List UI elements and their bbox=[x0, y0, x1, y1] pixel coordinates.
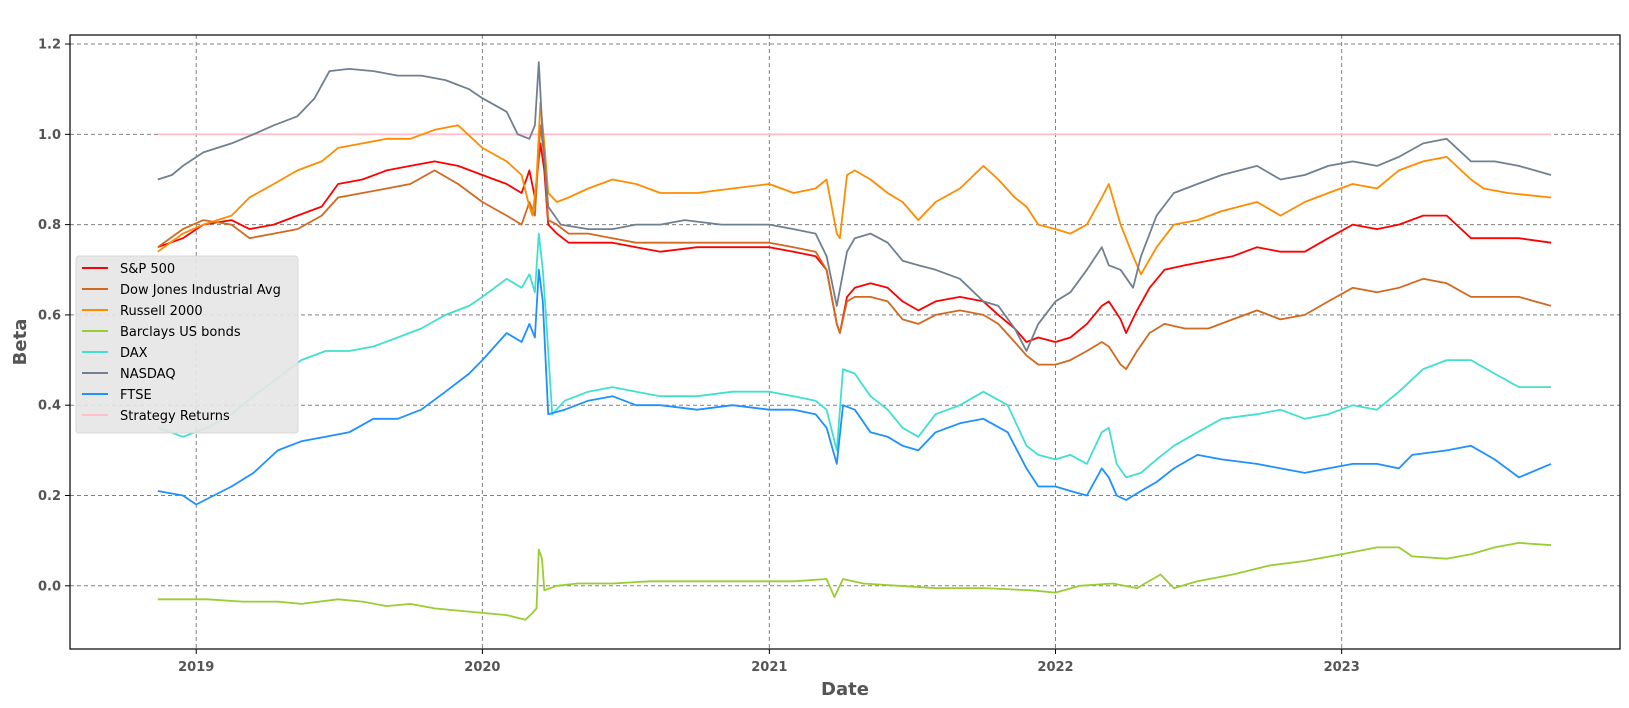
series-line-s-p-500 bbox=[157, 142, 1552, 343]
series-line-ftse bbox=[157, 268, 1552, 506]
x-axis-title: Date bbox=[821, 679, 869, 700]
legend-label-barclays-us-bonds: Barclays US bonds bbox=[120, 325, 241, 340]
y-tick-label: 1.2 bbox=[38, 38, 61, 53]
series-lines bbox=[157, 61, 1552, 621]
legend-label-nasdaq: NASDAQ bbox=[120, 367, 176, 382]
legend-label-dax: DAX bbox=[120, 346, 148, 361]
y-tick-label: 0.6 bbox=[38, 308, 61, 323]
x-tick-label: 2023 bbox=[1324, 660, 1360, 675]
plot-frame bbox=[69, 34, 1621, 650]
y-tick-label: 0.4 bbox=[38, 399, 61, 414]
x-tick-label: 2021 bbox=[751, 660, 787, 675]
series-line-nasdaq bbox=[157, 61, 1552, 352]
legend-label-ftse: FTSE bbox=[120, 388, 152, 403]
legend-label-strategy-returns: Strategy Returns bbox=[120, 409, 230, 424]
axis-ticks: 0.0 0.2 0.4 0.6 0.8 1.0 1.2 2019 2020 2021 2022 202… bbox=[38, 38, 1360, 675]
x-tick-label: 2020 bbox=[464, 660, 500, 675]
legend-label-s-p-500: S&P 500 bbox=[120, 262, 175, 277]
series-line-dow-jones-industrial-avg bbox=[157, 124, 1552, 370]
y-tick-label: 1.0 bbox=[38, 128, 61, 143]
legend-label-dow-jones-industrial-avg: Dow Jones Industrial Avg bbox=[120, 283, 281, 298]
x-tick-label: 2022 bbox=[1037, 660, 1073, 675]
x-tick-label: 2019 bbox=[178, 660, 214, 675]
legend-box bbox=[75, 255, 299, 434]
legend: S&P 500 Dow Jones Industrial Avg Russell 2… bbox=[75, 255, 299, 434]
series-line-dax bbox=[157, 232, 1551, 479]
series-line-russell-2000 bbox=[157, 101, 1552, 276]
y-tick-label: 0.0 bbox=[38, 579, 61, 594]
series-line-barclays-us-bonds bbox=[157, 542, 1552, 621]
y-tick-label: 0.2 bbox=[38, 489, 61, 504]
y-tick-label: 0.8 bbox=[38, 218, 61, 233]
y-axis-title: Beta bbox=[10, 319, 31, 366]
legend-label-russell-2000: Russell 2000 bbox=[120, 304, 203, 319]
